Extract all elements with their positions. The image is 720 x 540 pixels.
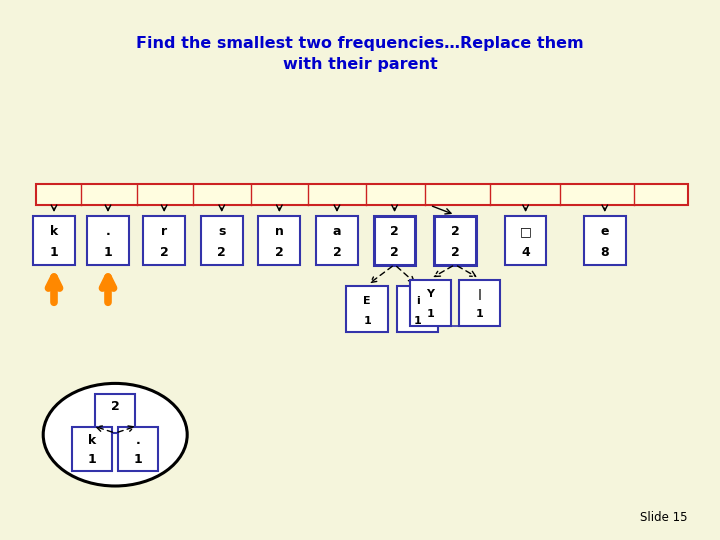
Text: 2: 2 (390, 225, 399, 238)
Ellipse shape (43, 383, 187, 486)
Text: e: e (600, 225, 609, 238)
Bar (316, 216, 358, 265)
Text: n: n (275, 225, 284, 238)
Bar (346, 286, 388, 332)
Text: 2: 2 (111, 400, 120, 413)
Text: 1: 1 (88, 453, 96, 467)
Bar (374, 216, 415, 265)
Text: 2: 2 (275, 246, 284, 259)
Text: 1: 1 (414, 315, 421, 326)
Bar (410, 280, 451, 326)
Text: |: | (477, 289, 482, 300)
Text: i: i (415, 296, 420, 306)
Text: 1: 1 (104, 246, 112, 259)
Text: Find the smallest two frequencies…Replace them: Find the smallest two frequencies…Replac… (136, 36, 584, 51)
Bar (505, 216, 546, 265)
Bar (201, 216, 243, 265)
Bar (87, 216, 129, 265)
Bar (258, 216, 300, 265)
Bar (36, 184, 688, 205)
Bar (72, 427, 112, 471)
Text: 1: 1 (134, 453, 143, 467)
Bar (584, 216, 626, 265)
Text: Slide 15: Slide 15 (640, 511, 688, 524)
Text: □: □ (520, 225, 531, 238)
Text: 2: 2 (160, 246, 168, 259)
Bar (459, 280, 500, 326)
Bar (33, 216, 75, 265)
Bar (397, 286, 438, 332)
Text: .: . (106, 225, 110, 238)
Text: 2: 2 (217, 246, 226, 259)
Bar (119, 427, 158, 471)
Bar (143, 216, 185, 265)
Text: 2: 2 (333, 246, 341, 259)
Text: .: . (136, 434, 140, 447)
Text: 2: 2 (451, 246, 459, 259)
Text: E: E (364, 296, 371, 306)
Bar (434, 216, 476, 265)
Text: k: k (50, 225, 58, 238)
Text: s: s (218, 225, 225, 238)
Text: k: k (88, 434, 96, 447)
Text: Y: Y (426, 289, 435, 299)
Text: 1: 1 (476, 309, 483, 319)
Bar (95, 394, 135, 433)
Text: 8: 8 (600, 246, 609, 259)
Text: r: r (161, 225, 167, 238)
Text: a: a (333, 225, 341, 238)
Text: with their parent: with their parent (283, 57, 437, 72)
Text: 1: 1 (364, 315, 371, 326)
Text: 2: 2 (390, 246, 399, 259)
Text: 2: 2 (451, 225, 459, 238)
Text: 1: 1 (427, 309, 434, 319)
Text: 1: 1 (50, 246, 58, 259)
Text: 4: 4 (521, 246, 530, 259)
